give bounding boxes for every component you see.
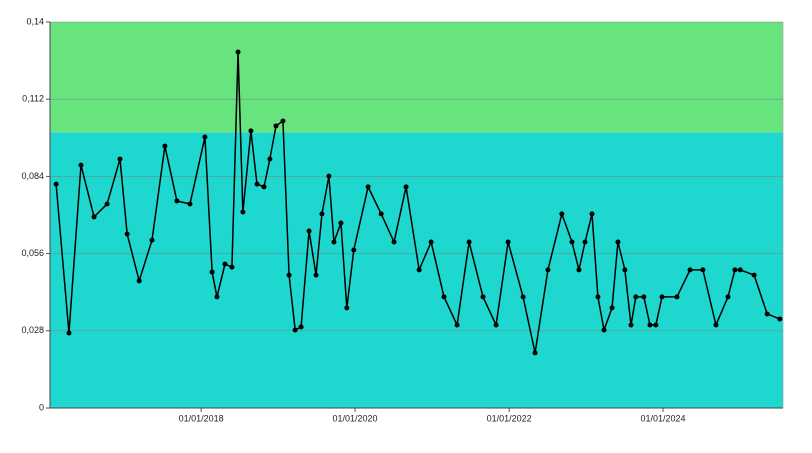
data-point [391,239,397,245]
data-point [280,118,286,124]
data-point [306,228,312,234]
data-point [117,156,123,162]
y-tick-label: 0,056 [21,248,44,258]
data-point [91,214,97,220]
data-point [174,198,180,204]
data-point [737,267,743,273]
data-point [209,269,215,275]
data-point [428,239,434,245]
data-point [674,294,680,300]
data-point [240,209,246,215]
data-point [254,181,260,187]
data-point [777,316,783,322]
data-point [124,231,130,237]
data-point [493,322,499,328]
data-point [78,162,84,168]
data-point [441,294,447,300]
data-point [532,350,538,356]
data-point [480,294,486,300]
data-point [66,330,72,336]
data-point [229,264,235,270]
data-point [261,184,267,190]
data-point [149,237,155,243]
x-tick-label: 01/01/2020 [333,413,378,423]
data-point [162,143,168,149]
data-point [633,294,639,300]
data-point [298,324,304,330]
y-tick-label: 0,14 [26,16,44,26]
data-point [628,322,634,328]
y-tick-label: 0 [39,402,44,412]
data-point [104,201,110,207]
y-tick-label: 0,028 [21,325,44,335]
data-point [545,267,551,273]
y-tick-label: 0,112 [22,94,44,104]
data-point [187,201,193,207]
data-point [313,272,319,278]
data-point [589,211,595,217]
data-point [466,239,472,245]
data-point [505,239,511,245]
data-point [659,294,665,300]
data-point [222,261,228,267]
data-point [647,322,653,328]
data-point [725,294,731,300]
data-point [582,239,588,245]
data-point [286,272,292,278]
data-point [331,239,337,245]
data-point [378,211,384,217]
data-point [136,278,142,284]
data-point [351,247,357,253]
data-point [403,184,409,190]
data-point [569,239,575,245]
data-point [416,267,422,273]
data-point [601,327,607,333]
x-tick-label: 01/01/2024 [641,413,686,423]
data-point [365,184,371,190]
x-tick-label: 01/01/2022 [487,413,532,423]
data-point [751,272,757,278]
x-tick-label: 01/01/2018 [179,413,224,423]
data-point [248,128,254,134]
data-point [292,327,298,333]
data-point [641,294,647,300]
data-point [576,267,582,273]
data-point [687,267,693,273]
data-point [338,220,344,226]
data-point [615,239,621,245]
data-point [319,211,325,217]
data-point [344,305,350,311]
data-point [53,181,59,187]
data-point [273,123,279,129]
data-point [235,49,241,55]
data-point [622,267,628,273]
data-point [214,294,220,300]
y-tick-label: 0,084 [21,171,44,181]
data-point [713,322,719,328]
background-band [50,132,783,409]
data-point [326,173,332,179]
data-point [732,267,738,273]
data-point [764,311,770,317]
data-point [202,134,208,140]
data-point [520,294,526,300]
background-band [50,22,783,133]
data-point [595,294,601,300]
data-point [559,211,565,217]
data-point [609,305,615,311]
data-point [454,322,460,328]
data-point [700,267,706,273]
data-point [267,156,273,162]
data-point [653,322,659,328]
